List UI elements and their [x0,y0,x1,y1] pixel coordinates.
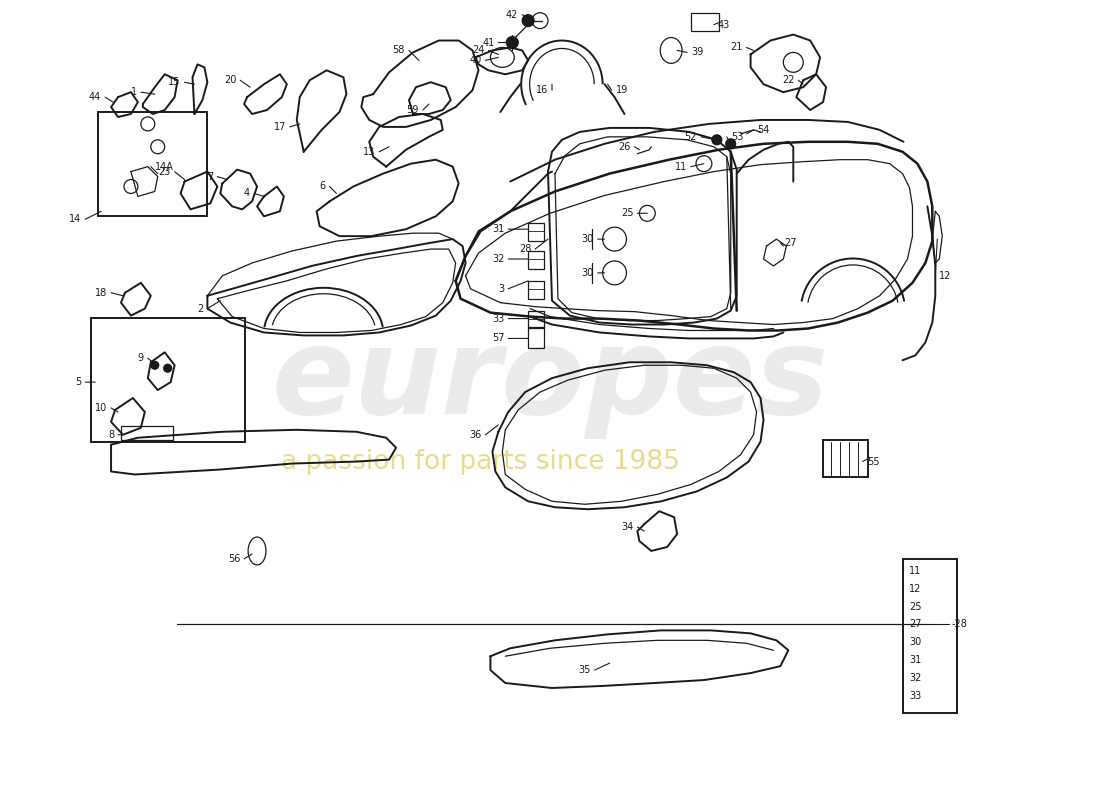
Text: 52: 52 [684,132,697,142]
Text: 32: 32 [492,254,504,264]
Text: 4: 4 [244,189,250,198]
Text: 3: 3 [498,284,504,294]
Bar [528,310,544,329]
Text: a passion for parts since 1985: a passion for parts since 1985 [280,449,680,474]
Text: 11: 11 [910,566,922,576]
Text: 40: 40 [470,55,482,66]
Text: 9: 9 [138,354,144,363]
Bar [691,13,718,30]
Text: 17: 17 [274,122,286,132]
Bar [528,281,544,298]
Text: 25: 25 [910,602,922,611]
Text: -28: -28 [952,619,967,630]
Text: 14: 14 [69,214,81,224]
Bar [528,326,544,348]
Circle shape [506,37,518,49]
Text: 12: 12 [910,584,922,594]
Text: 39: 39 [691,47,703,58]
Text: 19: 19 [616,85,628,95]
Text: 59: 59 [407,105,419,115]
Text: 33: 33 [910,691,922,701]
Text: europes: europes [272,322,828,438]
Text: 10: 10 [95,403,107,413]
Text: 42: 42 [506,10,518,20]
Text: 26: 26 [618,142,630,152]
Text: 57: 57 [492,334,504,343]
Text: 27: 27 [784,238,796,248]
Bar [98,112,208,216]
Text: 43: 43 [718,20,730,30]
Text: 23: 23 [158,166,170,177]
Text: 44: 44 [89,92,101,102]
Text: 35: 35 [579,665,591,675]
Text: 25: 25 [620,208,634,218]
Text: 2: 2 [197,304,204,314]
Text: 18: 18 [95,288,107,298]
Text: 53: 53 [730,132,744,142]
Circle shape [164,364,172,372]
Text: 34: 34 [621,522,634,532]
Text: 1: 1 [131,87,136,97]
Circle shape [151,362,158,370]
Bar [121,426,173,440]
Circle shape [712,135,722,145]
Bar [91,318,245,442]
Text: 21: 21 [730,42,743,53]
Text: 16: 16 [536,85,548,95]
Text: 31: 31 [492,224,504,234]
Bar [528,223,544,241]
Text: 6: 6 [319,182,326,191]
Text: 30: 30 [910,638,922,647]
Text: 28: 28 [519,244,531,254]
Text: 5: 5 [75,377,81,387]
Text: 8: 8 [108,430,114,440]
Text: 41: 41 [482,38,494,47]
Text: 13: 13 [363,146,375,157]
Text: 7: 7 [207,171,213,182]
Text: 12: 12 [939,271,952,281]
Text: 32: 32 [910,673,922,683]
Circle shape [726,139,736,149]
Text: 56: 56 [228,554,240,564]
Text: 36: 36 [470,430,482,440]
Text: 58: 58 [393,46,405,55]
Text: 11: 11 [674,162,688,172]
Text: 22: 22 [782,75,794,86]
Text: 15: 15 [168,78,180,87]
Text: 20: 20 [223,75,236,86]
Text: 14A: 14A [155,162,174,172]
Text: 55: 55 [867,457,879,466]
Text: 31: 31 [910,655,922,665]
Text: 27: 27 [910,619,922,630]
Text: 33: 33 [492,314,504,323]
Bar [823,440,868,478]
Text: 54: 54 [758,125,770,135]
Circle shape [522,14,535,26]
Text: 30: 30 [582,268,594,278]
Text: 30: 30 [582,234,594,244]
Bar [902,559,957,713]
Text: 24: 24 [472,46,484,55]
Bar [528,251,544,269]
